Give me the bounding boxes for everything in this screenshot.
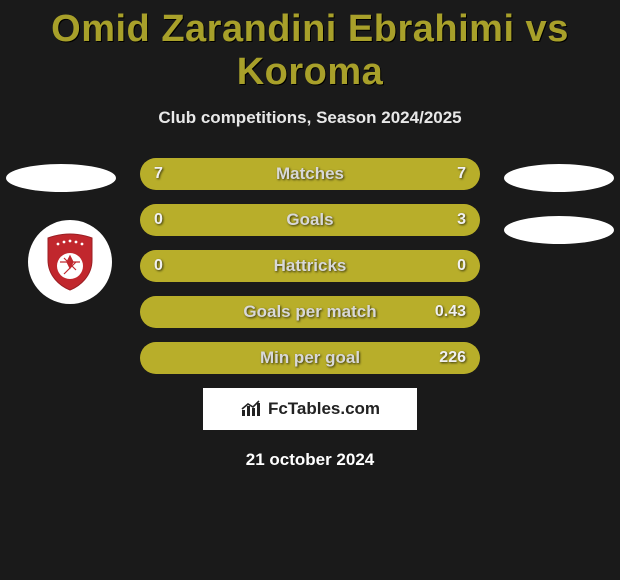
stat-value-right: 0.43 — [435, 296, 466, 328]
date-label: 21 october 2024 — [0, 450, 620, 470]
comparison-area: 7Matches70Goals30Hattricks0Goals per mat… — [0, 158, 620, 374]
brand-badge: FcTables.com — [203, 388, 417, 430]
comparison-bars: 7Matches70Goals30Hattricks0Goals per mat… — [140, 158, 480, 374]
stat-row: 7Matches7 — [140, 158, 480, 190]
player-right-placeholder-2-icon — [504, 216, 614, 244]
stat-label: Goals per match — [140, 296, 480, 328]
stat-value-right: 0 — [457, 250, 466, 282]
chart-icon — [240, 400, 262, 418]
stat-label: Goals — [140, 204, 480, 236]
team-crest-icon — [28, 220, 112, 304]
stat-row: 0Hattricks0 — [140, 250, 480, 282]
stat-row: 0Goals3 — [140, 204, 480, 236]
stat-row: Goals per match0.43 — [140, 296, 480, 328]
stat-value-right: 7 — [457, 158, 466, 190]
stat-value-right: 3 — [457, 204, 466, 236]
subtitle: Club competitions, Season 2024/2025 — [0, 108, 620, 128]
player-right-placeholder-1-icon — [504, 164, 614, 192]
brand-text: FcTables.com — [268, 399, 380, 419]
stat-row: Min per goal226 — [140, 342, 480, 374]
player-left-placeholder-icon — [6, 164, 116, 192]
stat-label: Min per goal — [140, 342, 480, 374]
stat-label: Matches — [140, 158, 480, 190]
page-title: Omid Zarandini Ebrahimi vs Koroma — [0, 0, 620, 94]
stat-label: Hattricks — [140, 250, 480, 282]
stat-value-right: 226 — [439, 342, 466, 374]
